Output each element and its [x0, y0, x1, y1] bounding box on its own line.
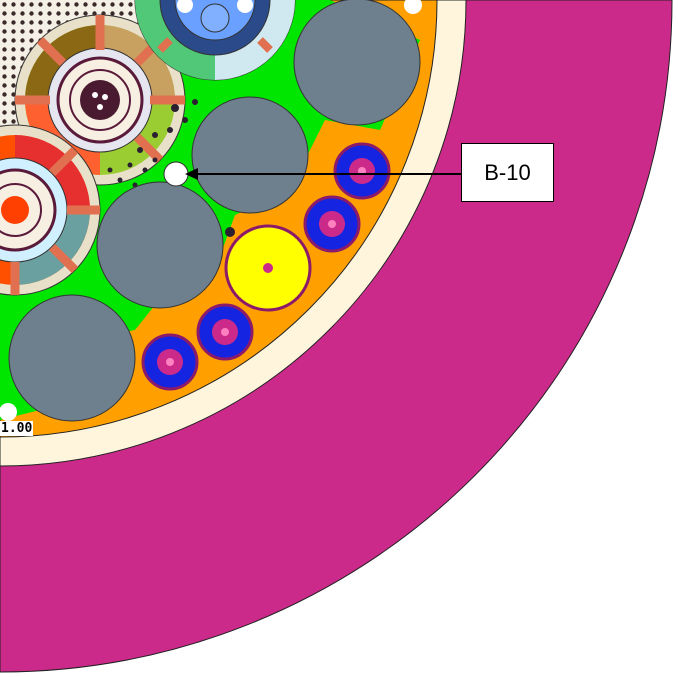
blue-rod: [141, 333, 199, 391]
callout-label: B-10: [484, 159, 531, 185]
blue-rods: [141, 142, 391, 391]
grey-rod: [293, 0, 421, 126]
large-grey-rods: [8, 0, 421, 422]
white-hole: [404, 0, 422, 14]
callout-arrow: [185, 168, 461, 180]
blue-rod: [196, 303, 254, 361]
blue-rod: [303, 195, 361, 253]
grey-rod: [8, 294, 136, 422]
white-hole: [0, 403, 17, 421]
scale-label: 1.00: [0, 421, 34, 436]
control-drum-assembly-left: [0, 124, 101, 296]
control-drum-assembly-top: [134, 0, 296, 81]
yellow-rod: [224, 224, 312, 312]
blue-rod: [333, 142, 391, 200]
grey-rod: [191, 96, 309, 214]
b10-sample-marker: [163, 161, 189, 187]
grey-rod: [96, 181, 224, 309]
callout-label-box: B-10: [461, 143, 554, 202]
